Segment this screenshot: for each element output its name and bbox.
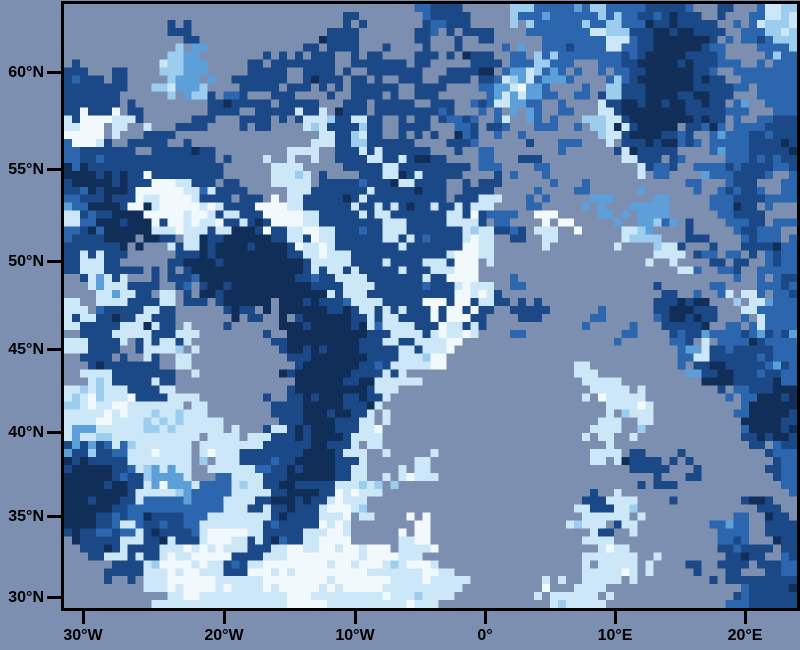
x-tick-label: 20°E [727, 627, 763, 644]
x-tick [82, 611, 85, 624]
x-tick-label: 10°W [335, 627, 375, 644]
y-tick-label: 30°N [8, 589, 44, 606]
x-tick [223, 611, 226, 624]
y-tick [47, 515, 61, 518]
x-tick [614, 611, 617, 624]
x-tick [484, 611, 487, 624]
y-tick-label: 55°N [8, 161, 44, 178]
y-tick-label: 40°N [8, 424, 44, 441]
y-tick-label: 45°N [8, 341, 44, 358]
y-tick [47, 71, 61, 74]
x-tick [744, 611, 747, 624]
y-tick-label: 60°N [8, 64, 44, 81]
y-tick [47, 596, 61, 599]
x-tick-label: 30°W [63, 627, 103, 644]
map-plot-frame [61, 1, 800, 611]
cloud-field-heatmap [64, 4, 797, 608]
y-tick-label: 35°N [8, 508, 44, 525]
y-tick [47, 168, 61, 171]
x-tick-label: 0° [477, 627, 493, 644]
x-tick-label: 10°E [597, 627, 633, 644]
y-tick [47, 260, 61, 263]
x-tick-label: 20°W [204, 627, 244, 644]
y-tick [47, 431, 61, 434]
y-tick [47, 348, 61, 351]
x-tick [354, 611, 357, 624]
y-tick-label: 50°N [8, 253, 44, 270]
